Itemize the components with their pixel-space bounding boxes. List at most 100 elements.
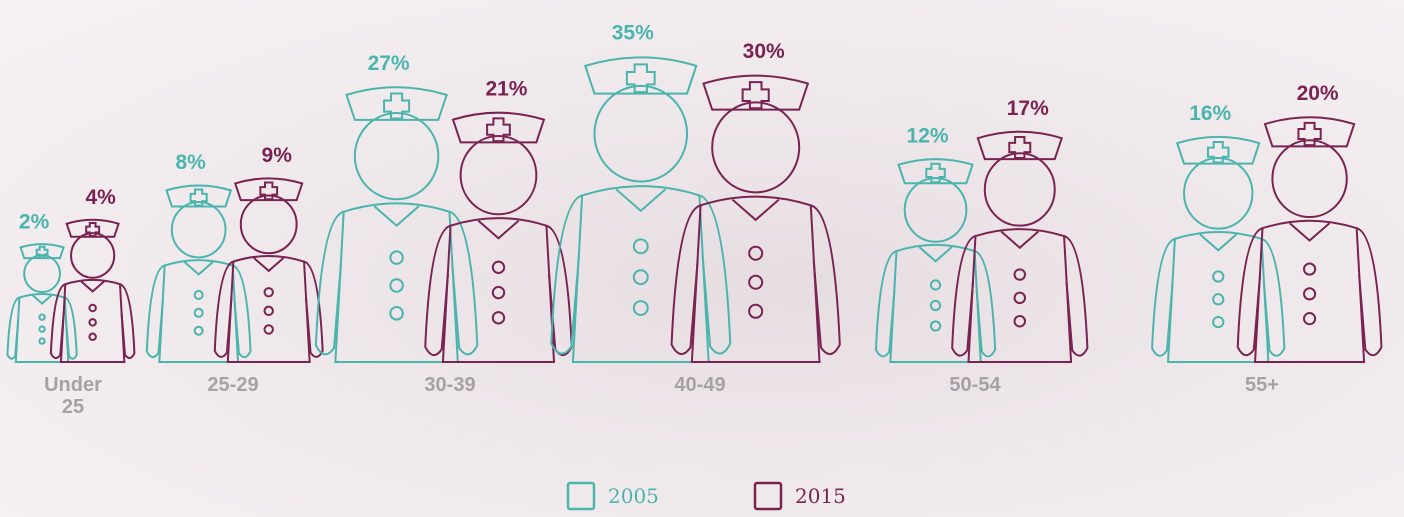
icon-part bbox=[260, 183, 277, 200]
icon-part bbox=[585, 57, 696, 93]
icon-part bbox=[1015, 316, 1025, 326]
icon-part bbox=[1015, 269, 1025, 279]
category-label: 25-29 bbox=[207, 374, 259, 396]
category-label: 50-54 bbox=[949, 374, 1001, 396]
icon-part bbox=[316, 212, 344, 355]
icon-part bbox=[89, 334, 95, 340]
value-label: 17% bbox=[1007, 97, 1049, 120]
icon-part bbox=[33, 295, 52, 303]
icon-part bbox=[487, 118, 510, 141]
icon-part bbox=[551, 195, 582, 353]
icon-part bbox=[89, 319, 95, 325]
value-label: 16% bbox=[1189, 102, 1231, 125]
icon-part bbox=[1213, 317, 1223, 327]
category-label: 55+ bbox=[1245, 374, 1279, 396]
icon-part bbox=[931, 280, 940, 289]
icon-part bbox=[1213, 294, 1223, 304]
icon-part bbox=[235, 178, 302, 200]
icon-part bbox=[634, 239, 648, 253]
value-label: 27% bbox=[368, 52, 410, 75]
icon-part bbox=[573, 186, 709, 362]
icon-part bbox=[634, 301, 648, 315]
icon-part bbox=[749, 276, 762, 289]
icon-part bbox=[627, 64, 655, 92]
icon-part bbox=[919, 247, 952, 261]
icon-part bbox=[978, 132, 1062, 159]
icon-part bbox=[39, 326, 44, 331]
nurse-icon bbox=[7, 244, 76, 362]
icon-part bbox=[195, 291, 203, 299]
icon-part bbox=[616, 189, 665, 211]
value-label: 8% bbox=[175, 151, 206, 174]
nurse-icon bbox=[952, 132, 1087, 362]
icon-part bbox=[453, 113, 544, 143]
icon-part bbox=[21, 244, 64, 258]
nurse-icon bbox=[425, 113, 571, 362]
value-label: 30% bbox=[743, 40, 785, 63]
icon-part bbox=[905, 178, 967, 242]
icon-part bbox=[926, 164, 944, 182]
icon-part bbox=[749, 305, 762, 318]
icon-part bbox=[7, 298, 19, 359]
icon-part bbox=[195, 309, 203, 317]
icon-part bbox=[1304, 313, 1315, 324]
icon-part bbox=[672, 205, 701, 354]
icon-part bbox=[67, 220, 119, 237]
icon-part bbox=[1200, 234, 1236, 250]
icon-part bbox=[346, 87, 446, 120]
icon-part bbox=[1304, 288, 1315, 299]
icon-part bbox=[39, 338, 44, 343]
legend-swatch bbox=[753, 481, 783, 511]
icon-part bbox=[304, 262, 323, 357]
icon-part bbox=[634, 270, 648, 284]
icon-part bbox=[1152, 239, 1175, 356]
icon-part bbox=[493, 312, 504, 323]
icon-part bbox=[24, 255, 60, 292]
icon-part bbox=[975, 251, 996, 356]
icon-part bbox=[1184, 158, 1252, 229]
nurse-icon bbox=[215, 178, 323, 362]
icon-part bbox=[81, 281, 104, 291]
icon-part bbox=[172, 202, 226, 257]
legend-label: 2005 bbox=[608, 484, 659, 508]
icon-part bbox=[184, 262, 213, 275]
icon-part bbox=[265, 307, 273, 315]
icon-part bbox=[493, 287, 504, 298]
value-label: 21% bbox=[485, 78, 527, 101]
category-label: 40-49 bbox=[674, 374, 726, 396]
legend-swatch bbox=[566, 481, 596, 511]
icon-part bbox=[1357, 228, 1382, 355]
icon-part bbox=[692, 197, 820, 362]
nurse-icon bbox=[51, 220, 135, 362]
icon-part bbox=[215, 262, 234, 357]
icon-part bbox=[384, 93, 409, 118]
value-label: 20% bbox=[1297, 82, 1339, 105]
category-label: Under 25 bbox=[44, 374, 102, 418]
icon-part bbox=[546, 226, 571, 355]
icon-part bbox=[241, 196, 297, 254]
icon-part bbox=[1298, 123, 1320, 145]
category-label: 30-39 bbox=[424, 374, 476, 396]
icon-part bbox=[985, 153, 1055, 225]
nurse-icon bbox=[1238, 117, 1382, 362]
icon-part bbox=[1213, 271, 1223, 281]
value-label: 4% bbox=[85, 186, 116, 209]
icon-part bbox=[390, 251, 403, 264]
value-label: 2% bbox=[19, 211, 50, 234]
icon-part bbox=[811, 205, 840, 354]
icon-part bbox=[374, 206, 419, 225]
icon-part bbox=[1272, 140, 1346, 217]
icon-part bbox=[71, 233, 114, 278]
icon-part bbox=[390, 307, 403, 320]
icon-part bbox=[37, 247, 48, 258]
icon-part bbox=[595, 86, 688, 182]
icon-part bbox=[1177, 137, 1259, 164]
icon-part bbox=[1009, 137, 1030, 158]
icon-part bbox=[233, 265, 251, 357]
icon-part bbox=[1064, 236, 1087, 356]
icon-part bbox=[1001, 231, 1038, 247]
icon-part bbox=[1262, 239, 1285, 356]
icon-part bbox=[1255, 221, 1364, 362]
